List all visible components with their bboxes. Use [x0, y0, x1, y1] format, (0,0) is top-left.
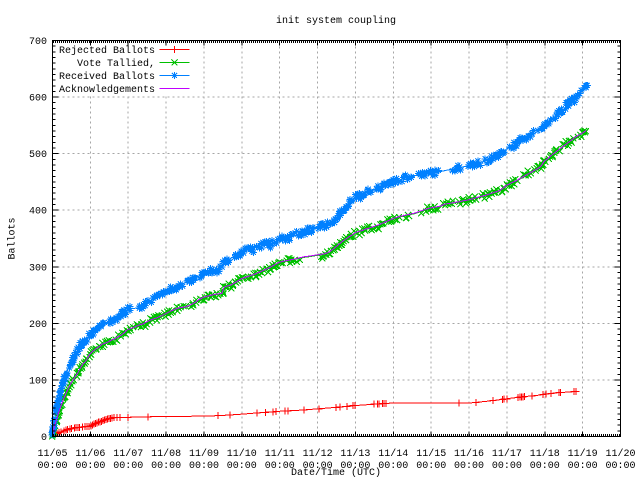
svg-text:Date/Time (UTC): Date/Time (UTC) — [291, 467, 381, 479]
svg-text:11/08: 11/08 — [151, 448, 181, 460]
svg-text:00:00: 00:00 — [75, 461, 105, 472]
svg-text:11/13: 11/13 — [340, 448, 370, 460]
svg-text:00:00: 00:00 — [265, 461, 295, 472]
svg-text:400: 400 — [29, 207, 47, 218]
svg-text:11/12: 11/12 — [303, 448, 333, 460]
svg-text:100: 100 — [29, 376, 47, 387]
svg-text:11/16: 11/16 — [454, 448, 484, 460]
svg-text:500: 500 — [29, 150, 47, 161]
svg-text:00:00: 00:00 — [416, 461, 446, 472]
svg-text:11/15: 11/15 — [416, 448, 446, 460]
svg-text:11/20: 11/20 — [605, 448, 635, 460]
svg-text:00:00: 00:00 — [113, 461, 143, 472]
svg-text:Rejected Ballots: Rejected Ballots — [59, 45, 155, 57]
svg-text:Ballots: Ballots — [7, 217, 19, 259]
svg-text:00:00: 00:00 — [605, 461, 635, 472]
svg-text:11/19: 11/19 — [568, 448, 598, 460]
svg-text:00:00: 00:00 — [340, 461, 370, 472]
svg-text:11/18: 11/18 — [530, 448, 560, 460]
svg-text:300: 300 — [29, 263, 47, 274]
svg-text:00:00: 00:00 — [151, 461, 181, 472]
svg-text:00:00: 00:00 — [37, 461, 67, 472]
svg-text:Received Ballots: Received Ballots — [59, 71, 155, 83]
svg-text:600: 600 — [29, 94, 47, 105]
svg-text:00:00: 00:00 — [568, 461, 598, 472]
svg-text:11/14: 11/14 — [378, 448, 408, 460]
svg-text:11/06: 11/06 — [75, 448, 105, 460]
svg-text:200: 200 — [29, 320, 47, 331]
svg-text:00:00: 00:00 — [227, 461, 257, 472]
svg-text:11/09: 11/09 — [189, 448, 219, 460]
svg-text:0: 0 — [41, 433, 47, 444]
svg-text:Acknowledgements: Acknowledgements — [59, 84, 155, 96]
svg-text:00:00: 00:00 — [454, 461, 484, 472]
svg-text:11/17: 11/17 — [492, 448, 522, 460]
svg-text:00:00: 00:00 — [303, 461, 333, 472]
svg-text:00:00: 00:00 — [378, 461, 408, 472]
svg-text:Vote Tallied,: Vote Tallied, — [77, 58, 155, 70]
svg-text:00:00: 00:00 — [530, 461, 560, 472]
svg-text:11/10: 11/10 — [227, 448, 257, 460]
svg-text:700: 700 — [29, 37, 47, 48]
svg-text:init system coupling: init system coupling — [276, 15, 396, 27]
svg-text:11/11: 11/11 — [265, 448, 295, 460]
svg-text:11/07: 11/07 — [113, 448, 143, 460]
svg-text:00:00: 00:00 — [189, 461, 219, 472]
svg-text:11/05: 11/05 — [37, 448, 67, 460]
svg-text:00:00: 00:00 — [492, 461, 522, 472]
